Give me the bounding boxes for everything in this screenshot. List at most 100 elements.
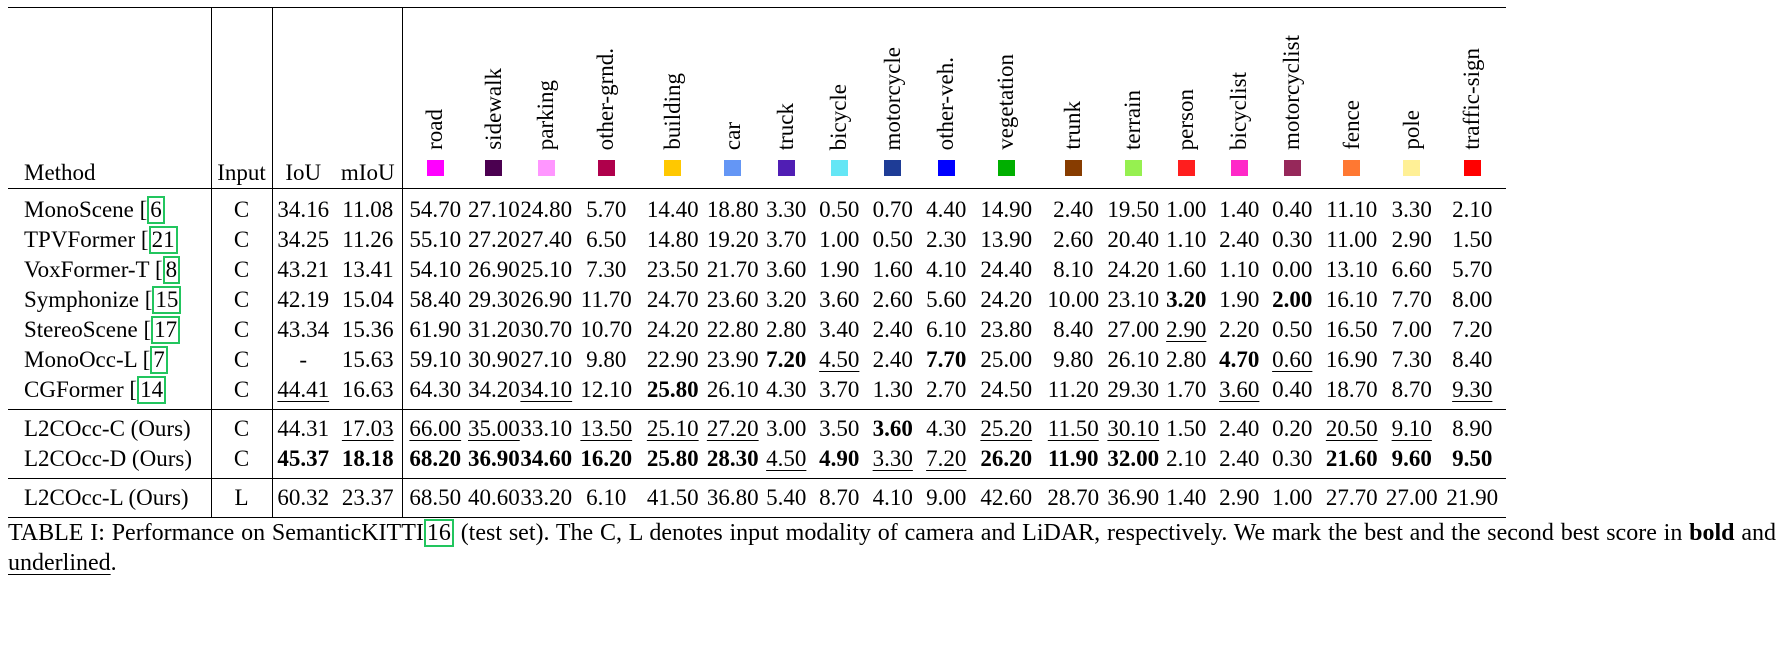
class-score-cell: 4.30: [919, 409, 973, 444]
class-score-cell: 11.90: [1040, 444, 1107, 479]
class-score-value: 26.90: [468, 257, 520, 282]
class-score-value: 2.40: [1219, 416, 1260, 441]
class-score-value: 3.30: [766, 197, 807, 222]
class-score-value: 9.60: [1391, 446, 1432, 471]
miou-cell: 15.36: [334, 315, 403, 345]
class-score-value: 6.10: [586, 485, 627, 510]
class-score-cell: 33.20: [519, 478, 573, 518]
class-score-cell: 11.00: [1319, 225, 1385, 255]
class-score-value: 27.00: [1107, 317, 1160, 342]
class-score-value: 23.60: [706, 287, 759, 312]
caption-citation[interactable]: 16: [423, 519, 454, 547]
class-score-value: 24.50: [980, 377, 1033, 402]
class-score-value: 0.30: [1272, 227, 1313, 252]
class-score-value: 28.30: [706, 446, 759, 471]
class-score-value: 3.20: [1166, 287, 1207, 312]
class-score-cell: 7.20: [1439, 315, 1506, 345]
table-row: L2COcc-D (Ours) C 45.37 18.18 68.20 36.90 34.6…: [8, 444, 1506, 479]
class-score-cell: 25.00: [973, 345, 1040, 375]
class-score-cell: 8.40: [1439, 345, 1506, 375]
class-score-cell: 2.40: [1212, 409, 1266, 444]
class-score-cell: 27.40: [520, 225, 573, 255]
header-class-11: trunk: [1039, 7, 1107, 189]
class-score-cell: 0.30: [1266, 444, 1319, 479]
class-score-cell: 4.50: [760, 444, 813, 479]
citation-link[interactable]: 17: [151, 316, 181, 344]
citation-link[interactable]: 21: [148, 226, 178, 254]
class-score-cell: 34.10: [520, 375, 573, 410]
class-score-value: 9.10: [1391, 416, 1432, 441]
class-score-cell: 23.50: [640, 255, 706, 285]
class-score-cell: 1.50: [1159, 409, 1213, 444]
header-class-2: parking: [519, 7, 573, 189]
method-name: CGFormer: [24, 377, 124, 402]
class-score-value: 1.60: [872, 257, 913, 282]
header-method: Method: [8, 7, 212, 189]
class-score-cell: 3.60: [760, 255, 813, 285]
method-cell: L2COcc-D (Ours): [8, 444, 212, 479]
citation-link[interactable]: 15: [152, 286, 182, 314]
class-score-cell: 8.10: [1040, 255, 1107, 285]
class-color-swatch: [537, 160, 555, 176]
class-score-cell: 28.30: [706, 444, 760, 479]
citation-link[interactable]: 7: [150, 346, 168, 374]
method-name: L2COcc-D (Ours): [24, 446, 192, 471]
class-score-value: 7.30: [1391, 347, 1432, 372]
method-cell: VoxFormer-T [8: [8, 255, 212, 285]
class-score-cell: 18.80: [705, 188, 760, 225]
class-score-cell: 0.40: [1266, 375, 1319, 410]
class-score-value: 54.70: [409, 197, 462, 222]
class-score-value: 7.30: [586, 257, 627, 282]
miou-cell: 16.63: [334, 375, 403, 410]
class-score-cell: 0.20: [1265, 409, 1319, 444]
class-score-cell: 59.10: [402, 345, 468, 375]
class-score-cell: 54.10: [402, 255, 468, 285]
class-score-cell: 2.40: [1213, 444, 1266, 479]
class-score-cell: 7.30: [573, 255, 640, 285]
class-score-value: 1.90: [1219, 287, 1260, 312]
class-score-value: 2.70: [926, 377, 967, 402]
class-score-value: 29.30: [468, 287, 520, 312]
iou-cell: 42.19: [272, 285, 334, 315]
header-class-7: bicycle: [812, 7, 866, 189]
class-score-value: 4.30: [766, 377, 807, 402]
iou-cell: 43.34: [272, 315, 334, 345]
class-score-value: 18.80: [706, 197, 759, 222]
class-score-value: 34.20: [468, 377, 520, 402]
class-score-value: 10.70: [580, 317, 633, 342]
miou-value: 11.08: [342, 197, 394, 222]
class-score-cell: 27.20: [468, 225, 520, 255]
citation-link[interactable]: 14: [137, 376, 167, 404]
class-score-value: 24.20: [646, 317, 699, 342]
class-score-cell: 23.80: [973, 315, 1040, 345]
miou-value: 18.18: [341, 446, 394, 471]
method-name: L2COcc-L (Ours): [24, 485, 189, 510]
class-score-cell: 9.30: [1439, 375, 1506, 410]
method-cell: CGFormer [14: [8, 375, 212, 410]
class-score-value: 29.30: [1107, 377, 1160, 402]
table-row: VoxFormer-T [8 C 43.21 13.41 54.10 26.90 25.10…: [8, 255, 1506, 285]
iou-cell: 60.32: [272, 478, 334, 518]
class-score-value: 0.50: [819, 197, 860, 222]
class-score-cell: 8.70: [812, 478, 866, 518]
class-score-cell: 2.20: [1213, 315, 1266, 345]
citation-link[interactable]: 8: [162, 256, 181, 284]
class-score-cell: 6.50: [573, 225, 640, 255]
class-score-cell: 24.40: [973, 255, 1040, 285]
class-score-value: 1.60: [1166, 257, 1207, 282]
method-cell: MonoScene [6: [8, 188, 212, 225]
class-score-cell: 16.10: [1319, 285, 1385, 315]
class-score-cell: 16.90: [1319, 345, 1385, 375]
class-label: terrain: [1120, 89, 1146, 150]
class-color-swatch: [426, 160, 444, 176]
method-name: MonoScene: [24, 197, 134, 222]
class-score-value: 24.40: [980, 257, 1033, 282]
table-row: MonoScene [6 C 34.16 11.08 54.70 27.10 24.80 5.…: [8, 188, 1506, 225]
citation-link[interactable]: 6: [147, 196, 165, 224]
class-score-cell: 2.40: [866, 315, 920, 345]
class-score-cell: 2.60: [1040, 225, 1107, 255]
class-score-cell: 8.00: [1439, 285, 1506, 315]
class-score-value: 34.60: [520, 446, 573, 471]
class-score-cell: 0.60: [1266, 345, 1319, 375]
class-score-cell: 26.90: [520, 285, 573, 315]
